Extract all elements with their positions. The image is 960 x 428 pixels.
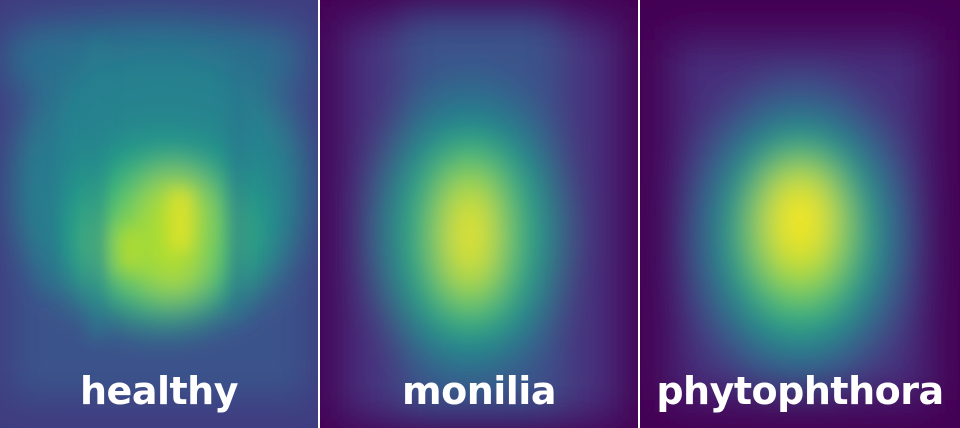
- heatmap-phytophthora: [640, 0, 960, 428]
- heatmap-panel-monilia: monilia: [320, 0, 638, 428]
- heatmap-healthy: [0, 0, 318, 428]
- panel-label-phytophthora: phytophthora: [656, 369, 944, 413]
- heatmap-monilia: [320, 0, 638, 428]
- panel-label-healthy: healthy: [80, 369, 238, 413]
- heatmap-panel-phytophthora: phytophthora: [640, 0, 960, 428]
- panel-label-monilia: monilia: [402, 369, 556, 413]
- heatmap-panel-healthy: healthy: [0, 0, 318, 428]
